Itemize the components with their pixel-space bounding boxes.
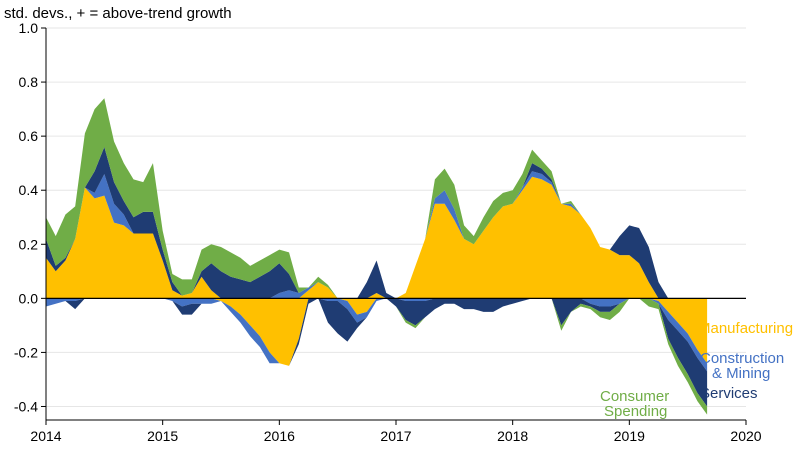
- y-tick-label: 0.6: [19, 128, 39, 144]
- y-tick-label: 0.2: [19, 236, 39, 252]
- area-consumer-spending-positive: [46, 98, 708, 299]
- x-tick-label: 2017: [380, 428, 411, 444]
- x-tick-label: 2015: [147, 428, 178, 444]
- y-axis-title: std. devs., + = above-trend growth: [4, 5, 232, 22]
- y-tick-label: 0.8: [19, 74, 39, 90]
- x-tick-label: 2019: [614, 428, 645, 444]
- y-tick-label: -0.4: [14, 398, 38, 414]
- x-tick-label: 2016: [264, 428, 295, 444]
- x-tick-label: 2014: [30, 428, 61, 444]
- label-services: Services: [700, 385, 758, 402]
- y-tick-label: 1.0: [19, 20, 39, 36]
- label-consumer-spending-line2: Spending: [604, 403, 667, 420]
- area-manufacturing-positive: [46, 176, 708, 299]
- axes: 1.0 0.8 0.6 0.4 0.2 0.0 -0.2 -0.4 2014 2015 2016 20…: [14, 20, 762, 444]
- label-manufacturing: Manufacturing: [698, 320, 793, 337]
- y-tick-label: 0.0: [19, 290, 39, 306]
- label-construction-mining-line2: & Mining: [712, 365, 770, 382]
- stacked-areas: [46, 98, 708, 415]
- label-consumer-spending-line1: Consumer: [600, 388, 669, 405]
- label-construction-mining-line1: Construction: [700, 350, 784, 367]
- y-tick-label: 0.4: [19, 182, 39, 198]
- area-services-positive: [46, 146, 708, 299]
- x-tick-label: 2020: [730, 428, 761, 444]
- x-tick-label: 2018: [497, 428, 528, 444]
- y-tick-label: -0.2: [14, 344, 38, 360]
